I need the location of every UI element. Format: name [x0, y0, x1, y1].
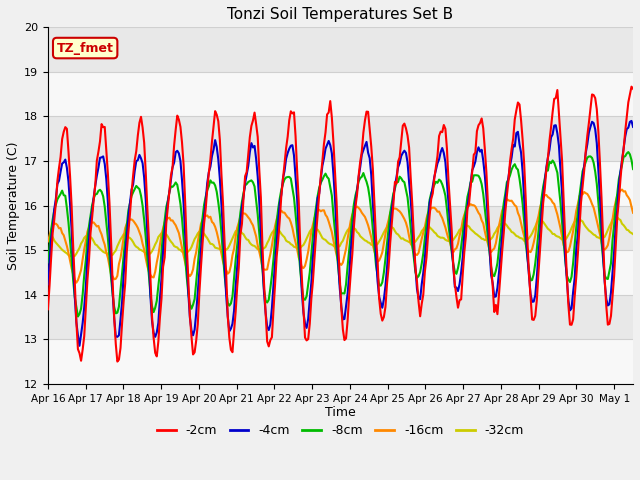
Bar: [48, 72, 633, 117]
Bar: [48, 339, 633, 384]
Bar: [48, 161, 633, 205]
Y-axis label: Soil Temperature (C): Soil Temperature (C): [7, 142, 20, 270]
Bar: [48, 27, 633, 72]
Legend: -2cm, -4cm, -8cm, -16cm, -32cm: -2cm, -4cm, -8cm, -16cm, -32cm: [152, 419, 529, 442]
Bar: [48, 117, 633, 161]
Bar: [48, 250, 633, 295]
X-axis label: Time: Time: [325, 407, 356, 420]
Bar: [48, 205, 633, 250]
Title: Tonzi Soil Temperatures Set B: Tonzi Soil Temperatures Set B: [227, 7, 454, 22]
Text: TZ_fmet: TZ_fmet: [57, 42, 114, 55]
Bar: [48, 295, 633, 339]
